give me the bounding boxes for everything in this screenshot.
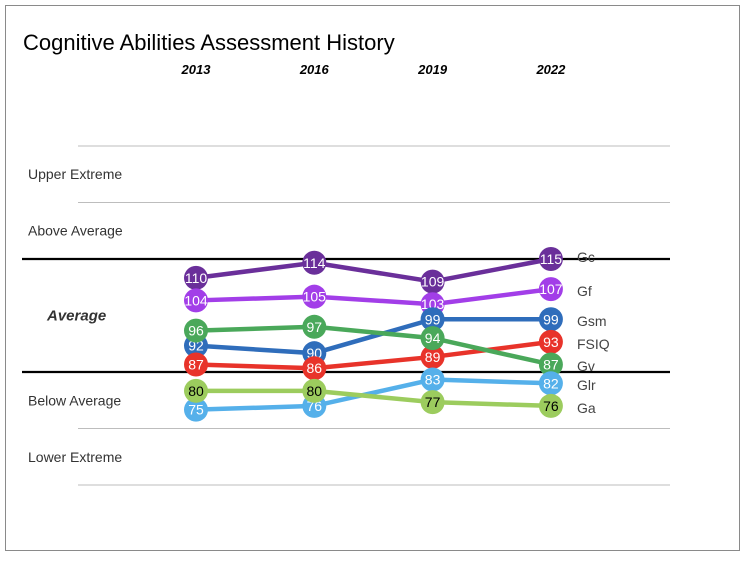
band-label: Below Average	[28, 392, 121, 408]
data-point-Gsm	[538, 307, 563, 332]
data-label: 75	[188, 402, 204, 418]
data-label: 77	[425, 394, 441, 410]
series-label: FSIQ	[577, 336, 610, 352]
data-point-Ga	[538, 393, 563, 418]
chart-frame	[5, 5, 740, 551]
x-tick-label: 2013	[181, 62, 212, 77]
series-line-Glr	[195, 377, 551, 412]
band-label: Upper Extreme	[28, 166, 122, 182]
data-point-Gf	[538, 277, 563, 302]
data-point-Gc	[184, 265, 208, 290]
series-line-Ga	[196, 388, 551, 409]
series-label: Gc	[577, 249, 595, 265]
data-label: 80	[307, 383, 323, 399]
data-point-Glr	[420, 367, 445, 392]
data-point-FSIQ	[420, 344, 445, 369]
data-label: 110	[185, 270, 208, 286]
data-label: 105	[303, 289, 327, 305]
series-line-Gf	[195, 286, 552, 307]
data-point-Gc	[302, 250, 327, 275]
data-label: 99	[543, 311, 559, 327]
data-label: 103	[421, 296, 445, 312]
data-point-Gc	[420, 269, 445, 294]
data-point-Gsm	[420, 307, 445, 332]
data-label: 93	[543, 334, 559, 350]
data-point-Gv	[184, 318, 208, 343]
series-line-Gv	[195, 324, 552, 367]
data-label: 89	[425, 349, 441, 365]
data-point-Gv	[420, 326, 445, 351]
data-point-Gf	[184, 288, 208, 313]
series-line-Gsm	[195, 317, 551, 356]
data-point-Ga	[420, 390, 445, 415]
data-point-FSIQ	[184, 352, 208, 377]
x-tick-label: 2016	[299, 62, 330, 77]
data-label: 80	[188, 383, 204, 399]
series-line-Gc	[195, 256, 552, 284]
data-label: 82	[543, 375, 559, 391]
series-line-FSIQ	[195, 339, 552, 371]
data-point-Gv	[538, 352, 563, 377]
x-tick-label: 2022	[535, 62, 566, 77]
data-label: 115	[540, 251, 563, 267]
data-label: 96	[188, 323, 204, 339]
data-label: 104	[184, 292, 208, 308]
data-point-Ga	[302, 378, 327, 403]
data-point-FSIQ	[302, 356, 327, 381]
data-point-Gf	[302, 284, 327, 309]
chart-title: Cognitive Abilities Assessment History	[23, 30, 395, 55]
data-point-Glr	[184, 397, 208, 422]
data-label: 83	[425, 372, 441, 388]
series-label: Gv	[577, 358, 595, 374]
data-label: 94	[425, 330, 441, 346]
band-label: Average	[46, 308, 106, 325]
x-tick-label: 2019	[417, 62, 448, 77]
series-label: Glr	[577, 377, 596, 393]
data-point-Glr	[538, 371, 563, 396]
data-label: 99	[425, 311, 441, 327]
data-label: 107	[539, 281, 563, 297]
data-point-Ga	[184, 378, 208, 403]
data-label: 86	[307, 360, 323, 376]
data-point-FSIQ	[538, 329, 563, 354]
series-label: Ga	[577, 400, 596, 416]
data-label: 87	[188, 356, 204, 372]
series-label: Gsm	[577, 313, 607, 329]
data-point-Gv	[302, 314, 327, 339]
data-label: 109	[421, 274, 445, 290]
data-label: 87	[543, 356, 559, 372]
data-point-Gc	[538, 247, 563, 271]
data-label: 97	[307, 319, 323, 335]
band-label: Lower Extreme	[28, 449, 122, 465]
band-label: Above Average	[28, 223, 123, 239]
data-label: 76	[543, 398, 559, 414]
data-label: 114	[303, 255, 326, 271]
series-label: Gf	[577, 283, 592, 299]
